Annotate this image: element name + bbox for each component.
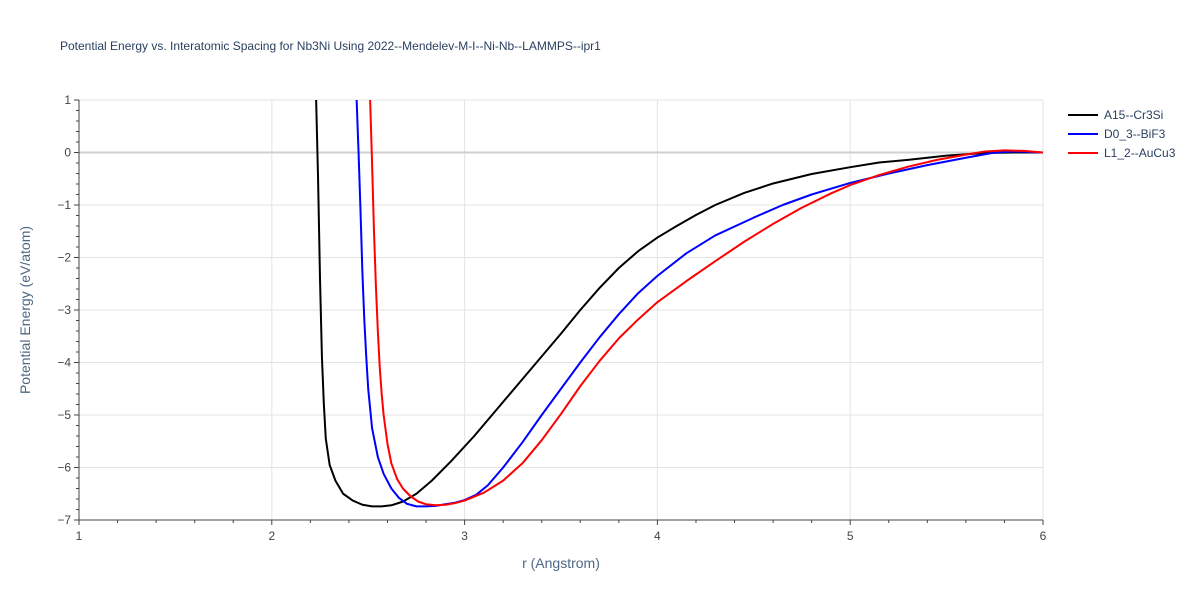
y-tick-label: −6 — [57, 461, 71, 475]
series-line-1 — [355, 100, 1043, 508]
x-tick-label: 3 — [461, 529, 468, 543]
legend: A15--Cr3Si D0_3--BiF3 L1_2--AuCu3 — [1068, 108, 1176, 160]
x-tick-label: 6 — [1040, 529, 1047, 543]
x-axis-label: r (Angstrom) — [522, 555, 600, 571]
series-group — [315, 100, 1043, 508]
y-tick-label: 1 — [64, 93, 71, 107]
x-tick-label: 1 — [76, 529, 83, 543]
x-tick-label: 2 — [268, 529, 275, 543]
legend-label: A15--Cr3Si — [1104, 108, 1163, 122]
y-tick-label: −4 — [57, 356, 71, 370]
legend-label: D0_3--BiF3 — [1104, 127, 1166, 141]
grid — [79, 99, 1044, 520]
y-tick-label: −5 — [57, 408, 71, 422]
y-tick-label: −3 — [57, 303, 71, 317]
y-tick-label: −7 — [57, 513, 71, 527]
y-tick-label: −2 — [57, 251, 71, 265]
y-axis-label: Potential Energy (eV/atom) — [17, 226, 33, 394]
chart-title: Potential Energy vs. Interatomic Spacing… — [60, 39, 601, 53]
series-line-0 — [315, 100, 1043, 508]
legend-label: L1_2--AuCu3 — [1104, 146, 1176, 160]
y-tick-label: −1 — [57, 198, 71, 212]
x-tick-label: 4 — [654, 529, 661, 543]
ticks: 1 2 3 4 5 6 1 0 −1 −2 −3 −4 −5 −6 −7 — [57, 93, 1046, 543]
y-tick-label: 0 — [64, 146, 71, 160]
x-tick-label: 5 — [847, 529, 854, 543]
series-line-2 — [369, 100, 1043, 507]
